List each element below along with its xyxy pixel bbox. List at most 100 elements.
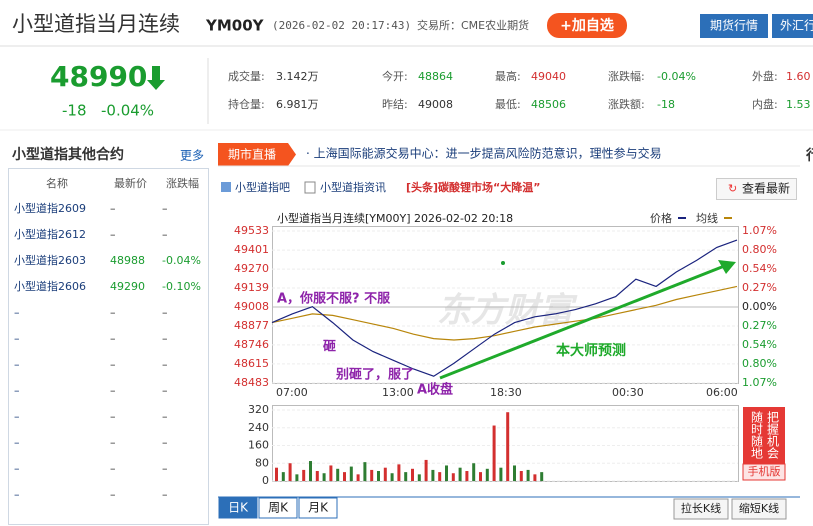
contract-cell: –: [162, 436, 168, 449]
annotation-arrow: [439, 261, 733, 380]
stat-label: 涨跌额:: [608, 97, 645, 111]
volume-bar: [383, 467, 387, 481]
down-arrow: [147, 66, 165, 90]
contract-name[interactable]: 小型道指2609: [14, 201, 86, 215]
news-text[interactable]: · 上海国际能源交易中心：进一步提高风险防范意识，理性参与交易: [306, 146, 662, 161]
annotation: A收盘: [417, 382, 453, 398]
nav-label[interactable]: 外汇行: [780, 19, 813, 33]
contract-name[interactable]: –: [14, 384, 20, 397]
volume-bar: [472, 463, 476, 481]
contract-name[interactable]: –: [14, 488, 20, 501]
annotation: A，你服不服? 不服: [277, 291, 391, 307]
x-tick-label: 06:00: [706, 386, 738, 399]
icon: [221, 182, 231, 192]
volume-bar: [275, 467, 278, 481]
volume-bar: [397, 464, 401, 481]
volume-tick-label: 160: [248, 439, 269, 452]
nav-button[interactable]: [772, 14, 813, 38]
ad-text[interactable]: 把握机会: [766, 411, 780, 460]
y-tick-label: 49008: [234, 300, 269, 313]
contracts-panel: [8, 168, 209, 525]
chart-frame: [272, 226, 739, 384]
contract-name[interactable]: 小型道指2603: [14, 253, 86, 267]
refresh-button[interactable]: [716, 178, 797, 200]
tab-link[interactable]: 小型道指资讯: [320, 180, 386, 194]
annotation: 别砸了，服了: [335, 368, 414, 383]
contract-name[interactable]: 小型道指2612: [14, 227, 86, 241]
volume-bar: [526, 469, 530, 481]
contract-name[interactable]: –: [14, 410, 20, 423]
k-button[interactable]: [673, 498, 729, 520]
stat-value: -0.04%: [657, 70, 696, 83]
contract-name[interactable]: 小型道指2606: [14, 279, 86, 293]
contract-cell: –: [110, 436, 116, 449]
volume-bar: [309, 461, 312, 481]
period-label[interactable]: 日K: [228, 501, 249, 515]
arrow-head: [718, 260, 736, 274]
stat-value: 48864: [418, 70, 453, 83]
contract-name[interactable]: –: [14, 462, 20, 475]
ad-text[interactable]: 随时随地: [750, 410, 764, 459]
y-tick-label: 49139: [234, 281, 269, 294]
period-label[interactable]: 周K: [268, 501, 289, 515]
period-label[interactable]: 月K: [308, 501, 329, 515]
contract-name[interactable]: –: [14, 358, 20, 371]
volume-bar: [465, 471, 469, 481]
volume-bar: [404, 472, 408, 481]
period-tab[interactable]: [258, 497, 298, 519]
volume-bar: [479, 472, 482, 481]
ad-text[interactable]: 手机版: [748, 464, 781, 478]
ad[interactable]: [743, 407, 785, 464]
contracts-title: 小型道指其他合约: [12, 146, 124, 163]
period-tab[interactable]: [218, 497, 258, 519]
contract-cell: –: [110, 332, 116, 345]
contract-cell: –: [110, 384, 116, 397]
stat-value: 6.981万: [276, 98, 319, 111]
nav-button[interactable]: [700, 14, 768, 38]
x-tick-label: 18:30: [490, 386, 522, 399]
right-tick-label: 0.54%: [742, 338, 777, 351]
y-tick-label: 48615: [234, 357, 269, 370]
add-button-label[interactable]: +加自选: [560, 17, 614, 34]
y-tick-label: 48746: [234, 338, 269, 351]
volume-bar: [411, 468, 414, 481]
contract-name[interactable]: –: [14, 436, 20, 449]
exchange: 交易所：CME农业期货: [417, 18, 529, 32]
stat-value: 1.53: [786, 98, 811, 111]
period-tab[interactable]: [298, 497, 338, 519]
more-link[interactable]: 更多: [180, 149, 204, 163]
ad[interactable]: [742, 463, 786, 481]
add-button[interactable]: [547, 13, 627, 38]
volume-bar: [533, 474, 537, 481]
volume-bar: [370, 469, 374, 481]
contract-name[interactable]: –: [14, 306, 20, 319]
time: (2026-02-02 20:17:43): [272, 19, 411, 32]
volume-bar: [458, 467, 462, 481]
stat-value: 48506: [531, 98, 566, 111]
dot: [501, 261, 505, 265]
k-button[interactable]: [731, 498, 787, 520]
contract-name[interactable]: –: [14, 332, 20, 345]
refresh-label[interactable]: 查看最新: [742, 181, 790, 196]
right-tick-label: 0.27%: [742, 281, 777, 294]
contract-cell: -0.10%: [162, 280, 201, 293]
headline[interactable]: [头条]碳酸锂市场“大降温”: [406, 180, 541, 194]
tab-link[interactable]: 小型道指吧: [235, 180, 290, 194]
right-tick-label: 0.54%: [742, 262, 777, 275]
contract-cell: –: [162, 202, 168, 215]
volume-tick-label: 320: [248, 403, 269, 416]
contract-cell: –: [162, 332, 168, 345]
contract-cell: –: [162, 384, 168, 397]
stat-label: 内盘:: [752, 97, 778, 111]
y-tick-label: 49401: [234, 243, 269, 256]
k-button-label[interactable]: 拉长K线: [681, 501, 721, 515]
contract-cell: –: [162, 488, 168, 501]
right-tick-label: 0.00%: [742, 300, 777, 313]
right-tick-label: 0.80%: [742, 357, 777, 370]
right-tick-label: 0.80%: [742, 243, 777, 256]
k-button-label[interactable]: 缩短K线: [739, 501, 779, 515]
volume-bar: [424, 459, 428, 481]
refresh-icon: ↻: [728, 182, 737, 195]
nav-label[interactable]: 期货行情: [710, 18, 758, 33]
volume-bar: [438, 472, 442, 481]
